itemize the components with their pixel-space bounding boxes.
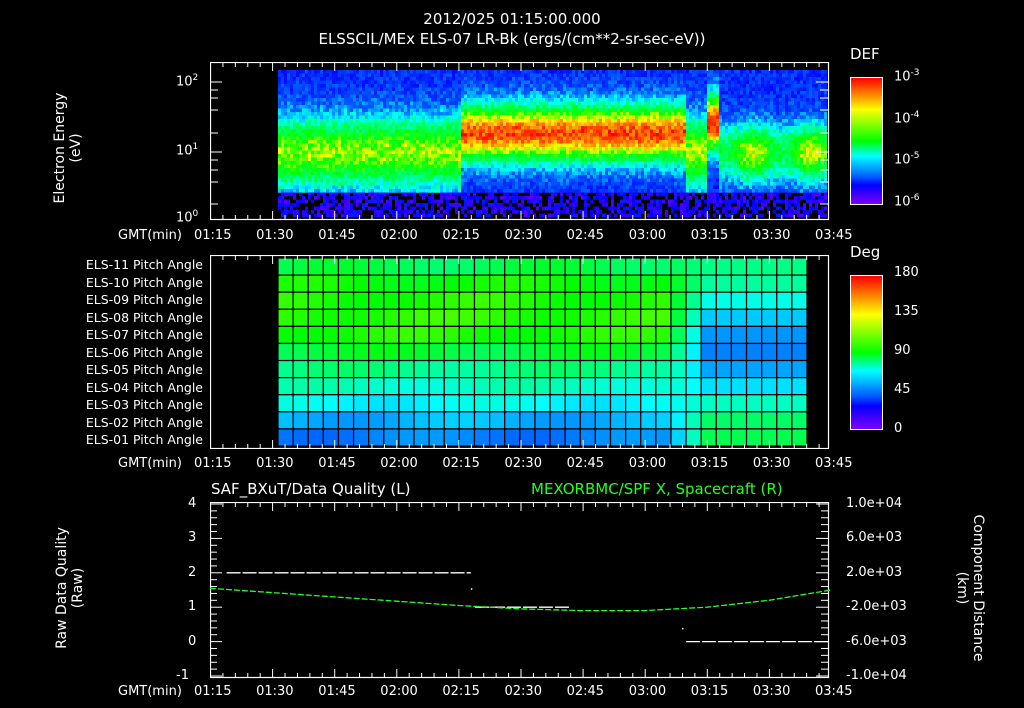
deg-cbar-tick: 90 <box>894 343 911 358</box>
left-ytick-label: 1 <box>188 599 197 615</box>
deg-cbar-tick: 180 <box>894 265 919 280</box>
pitch-angle-row-label: ELS-01 Pitch Angle <box>85 432 203 447</box>
time-tick-label: 02:30 <box>504 684 542 699</box>
right-ytick-label: 6.0e+03 <box>846 530 903 546</box>
deg-cbar-tick: 45 <box>894 382 911 397</box>
panel3-right-ylabel: Component Distance (km) <box>954 514 986 662</box>
deg-cbar-tick: 0 <box>894 421 903 436</box>
time-tick-label: 03:45 <box>815 684 853 699</box>
time-axis-label: GMT(min) <box>118 684 182 699</box>
left-ytick-label: 4 <box>188 496 197 511</box>
time-tick-label: 03:45 <box>815 456 853 471</box>
time-axis-label: GMT(min) <box>118 228 182 243</box>
pitch-angle-row-label: ELS-08 Pitch Angle <box>85 309 203 325</box>
time-tick-label: 02:30 <box>504 228 542 243</box>
left-ytick-label: 3 <box>188 530 197 546</box>
panel1-ytick-100: 102 <box>176 73 199 90</box>
deg-colorbar-title: Deg <box>850 243 881 261</box>
time-tick-label: 01:15 <box>194 456 232 471</box>
time-tick-label: 02:00 <box>380 684 418 699</box>
right-ytick-label: -1.0e+04 <box>846 668 907 683</box>
time-tick-label: 03:00 <box>628 456 667 471</box>
def-cbar-tick: 10-4 <box>894 110 920 127</box>
time-tick-label: 01:15 <box>194 684 232 699</box>
data-quality-line-plot <box>210 502 830 679</box>
right-ytick-label: 1.0e+04 <box>846 496 903 511</box>
pitch-angle-row-label: ELS-07 Pitch Angle <box>85 327 203 342</box>
time-tick-label: 02:45 <box>566 684 605 699</box>
pitch-angle-row-label: ELS-05 Pitch Angle <box>85 362 203 377</box>
time-tick-label: 03:15 <box>690 228 729 243</box>
time-tick-label: 03:15 <box>690 456 729 471</box>
time-tick-label: 01:45 <box>318 228 356 243</box>
time-tick-label: 02:30 <box>504 456 542 471</box>
time-tick-label: 02:15 <box>442 456 480 471</box>
time-tick-label: 01:45 <box>318 456 356 471</box>
pitch-angle-row-label: ELS-04 Pitch Angle <box>85 379 203 395</box>
time-tick-label: 03:45 <box>815 228 853 243</box>
right-ytick-label: 2.0e+03 <box>846 564 903 580</box>
plot-subtitle: ELSSCIL/MEx ELS-07 LR-Bk (ergs/(cm**2-sr… <box>318 30 706 48</box>
panel3-left-ylabel: Raw Data Quality (Raw) <box>54 527 86 649</box>
time-tick-label: 01:30 <box>256 684 294 699</box>
pitch-angle-row-label: ELS-09 Pitch Angle <box>85 292 203 307</box>
def-colorbar-title: DEF <box>850 45 880 63</box>
panel1-ytick-1: 100 <box>176 209 199 226</box>
energy-spectrogram <box>210 62 830 221</box>
time-tick-label: 02:00 <box>380 228 418 243</box>
pitch-angle-row-label: ELS-06 Pitch Angle <box>85 344 203 360</box>
time-tick-label: 03:30 <box>752 456 791 471</box>
left-ytick-label: 2 <box>188 564 197 580</box>
plot-datetime: 2012/025 01:15:00.000 <box>423 10 601 28</box>
time-tick-label: 03:30 <box>752 228 791 243</box>
pitch-angle-row-label: ELS-03 Pitch Angle <box>85 397 203 412</box>
def-cbar-tick: 10-6 <box>894 193 920 210</box>
time-tick-label: 03:00 <box>628 228 667 243</box>
time-tick-label: 02:45 <box>566 456 605 471</box>
time-tick-label: 01:30 <box>256 456 294 471</box>
time-tick-label: 01:30 <box>256 228 294 243</box>
panel3-left-title: SAF_BXuT/Data Quality (L) <box>211 480 411 498</box>
pitch-angle-row-label: ELS-02 Pitch Angle <box>85 414 203 430</box>
time-tick-label: 02:45 <box>566 228 605 243</box>
panel1-ylabel: Electron Energy (eV) <box>52 92 84 204</box>
time-tick-label: 02:15 <box>442 684 480 699</box>
time-tick-label: 02:00 <box>380 456 418 471</box>
time-tick-label: 03:30 <box>752 684 791 699</box>
left-ytick-label: 0 <box>188 633 197 649</box>
def-cbar-tick: 10-3 <box>894 68 920 85</box>
left-ytick-label: -1 <box>176 668 189 683</box>
time-tick-label: 01:45 <box>318 684 356 699</box>
pitch-angle-heatmap <box>210 255 830 449</box>
right-ytick-label: -2.0e+03 <box>846 599 907 615</box>
time-tick-label: 03:00 <box>628 684 667 699</box>
pitch-angle-row-label: ELS-11 Pitch Angle <box>85 257 203 272</box>
def-cbar-tick: 10-5 <box>894 151 920 168</box>
time-tick-label: 03:15 <box>690 684 729 699</box>
def-colorbar <box>850 77 883 205</box>
panel3-right-title: MEXORBMC/SPF X, Spacecraft (R) <box>531 480 783 498</box>
time-axis-label: GMT(min) <box>118 456 182 471</box>
deg-cbar-tick: 135 <box>894 304 919 319</box>
time-tick-label: 01:15 <box>194 228 232 243</box>
time-tick-label: 02:15 <box>442 228 480 243</box>
panel1-ytick-10: 101 <box>176 142 199 159</box>
right-ytick-label: -6.0e+03 <box>846 633 907 649</box>
deg-colorbar <box>850 275 883 430</box>
pitch-angle-row-label: ELS-10 Pitch Angle <box>85 274 203 290</box>
